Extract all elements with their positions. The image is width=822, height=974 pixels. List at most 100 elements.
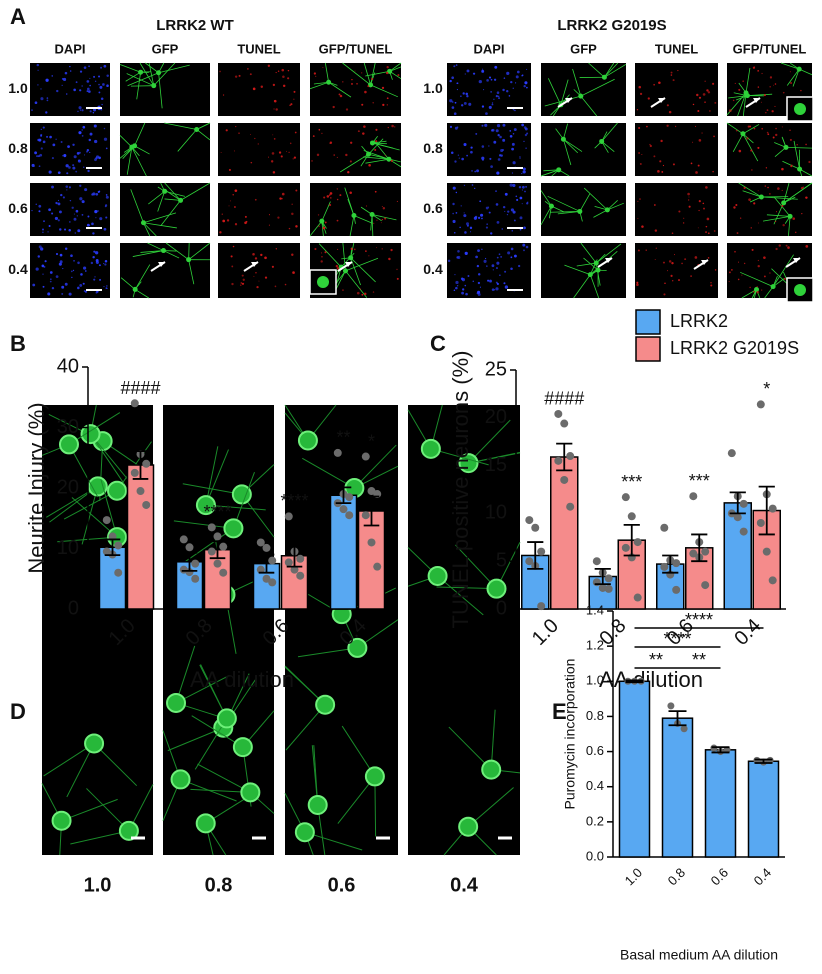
x-tick-label: 0.8 bbox=[665, 865, 688, 888]
signal bbox=[384, 154, 386, 156]
signal bbox=[71, 276, 73, 279]
signal bbox=[79, 109, 81, 111]
signal bbox=[463, 184, 466, 187]
signal bbox=[766, 109, 769, 111]
soma bbox=[366, 151, 372, 157]
signal bbox=[79, 197, 83, 201]
signal bbox=[461, 291, 464, 295]
neurite bbox=[604, 62, 615, 78]
signal bbox=[292, 158, 294, 160]
signal bbox=[452, 186, 456, 190]
micrograph bbox=[635, 243, 718, 298]
signal bbox=[51, 286, 55, 290]
signal bbox=[54, 216, 59, 221]
neurite bbox=[547, 78, 562, 106]
neurite bbox=[437, 575, 484, 616]
signal bbox=[781, 126, 783, 128]
signal bbox=[92, 112, 95, 114]
column-header: TUNEL bbox=[237, 41, 280, 56]
signal bbox=[45, 78, 49, 82]
signal bbox=[59, 228, 62, 231]
neurite bbox=[309, 220, 323, 237]
neurite bbox=[57, 536, 118, 543]
legend-swatch bbox=[635, 336, 661, 362]
signal bbox=[103, 64, 107, 68]
signal bbox=[637, 249, 640, 252]
signal bbox=[234, 189, 238, 192]
signal bbox=[106, 84, 109, 87]
neurite bbox=[365, 158, 389, 164]
signal bbox=[481, 156, 485, 160]
neurite bbox=[119, 64, 141, 73]
soma bbox=[740, 131, 746, 137]
signal bbox=[489, 279, 492, 283]
micrograph bbox=[727, 123, 812, 176]
signal bbox=[287, 69, 290, 72]
signal bbox=[502, 205, 506, 209]
signal bbox=[483, 259, 487, 263]
neurite bbox=[164, 190, 186, 197]
soma bbox=[132, 286, 138, 292]
signal bbox=[753, 290, 755, 293]
signal bbox=[234, 223, 238, 226]
signal bbox=[322, 226, 326, 230]
soma bbox=[783, 144, 789, 150]
signal bbox=[103, 127, 106, 130]
data-point bbox=[191, 574, 200, 583]
signal bbox=[93, 124, 97, 128]
signal bbox=[670, 274, 673, 277]
arrow-head bbox=[605, 258, 612, 263]
signal bbox=[90, 261, 94, 265]
signal bbox=[273, 138, 276, 140]
signal bbox=[805, 196, 808, 199]
signal bbox=[473, 216, 477, 220]
signal bbox=[769, 272, 771, 274]
signal bbox=[472, 280, 474, 282]
signal bbox=[220, 151, 222, 153]
data-point bbox=[680, 725, 688, 733]
signal bbox=[757, 259, 759, 262]
signal bbox=[477, 216, 481, 220]
micrograph-content bbox=[726, 122, 813, 177]
signal bbox=[502, 138, 506, 142]
signal bbox=[714, 101, 717, 104]
signal bbox=[639, 198, 641, 200]
neurite bbox=[324, 62, 330, 83]
signal bbox=[707, 91, 711, 94]
signal bbox=[491, 288, 495, 291]
signal bbox=[350, 247, 353, 251]
neurite bbox=[563, 139, 572, 166]
neurite bbox=[772, 254, 794, 287]
signal bbox=[495, 129, 499, 133]
signal bbox=[731, 268, 733, 271]
inset-cell bbox=[317, 276, 329, 288]
neurite bbox=[345, 270, 368, 298]
signal bbox=[72, 143, 75, 147]
signal bbox=[734, 82, 736, 84]
signal bbox=[677, 69, 679, 72]
signal bbox=[757, 146, 760, 149]
signal bbox=[336, 188, 339, 190]
neurite bbox=[345, 257, 379, 272]
signal bbox=[66, 189, 68, 191]
signal bbox=[484, 257, 487, 260]
signal bbox=[60, 141, 63, 144]
signal bbox=[73, 88, 77, 92]
signal bbox=[653, 155, 656, 158]
panel-letter: A bbox=[10, 4, 26, 29]
signal bbox=[293, 90, 296, 93]
signal bbox=[728, 281, 730, 283]
data-point bbox=[672, 585, 681, 594]
signal bbox=[706, 89, 709, 92]
data-point bbox=[296, 571, 305, 580]
neurite bbox=[490, 709, 496, 770]
signal bbox=[103, 137, 108, 141]
signal bbox=[275, 108, 278, 111]
signal bbox=[668, 110, 672, 114]
signal bbox=[688, 196, 690, 198]
error-bar bbox=[594, 567, 611, 586]
signal bbox=[354, 70, 356, 72]
signal bbox=[103, 263, 105, 265]
signal bbox=[510, 267, 513, 270]
neurite bbox=[127, 72, 159, 87]
